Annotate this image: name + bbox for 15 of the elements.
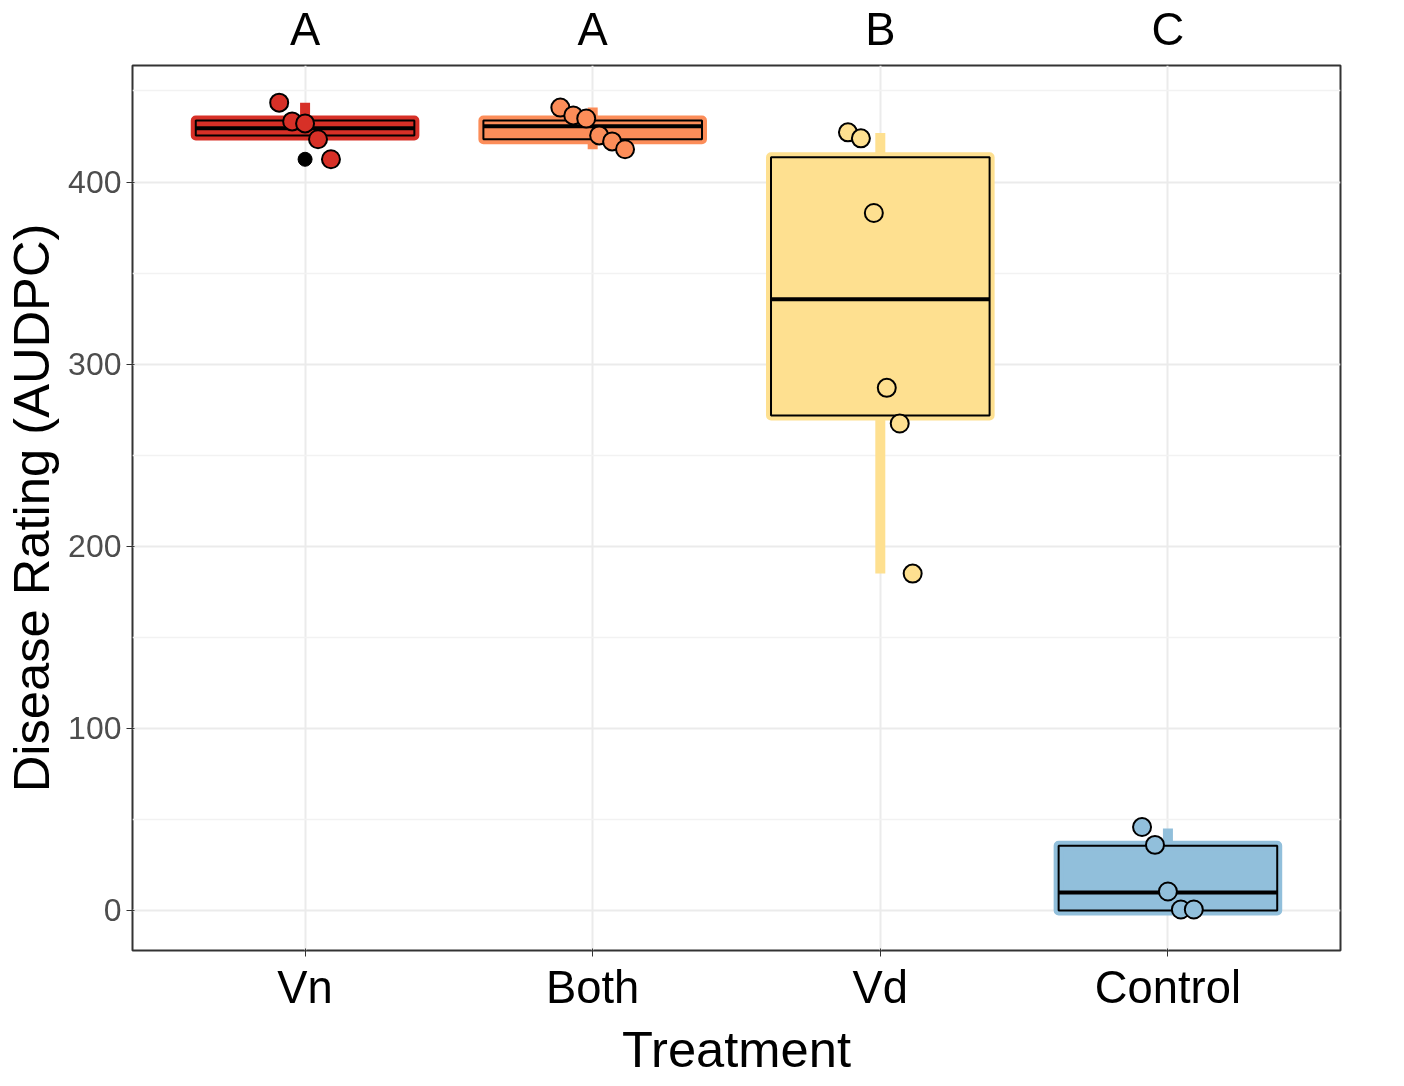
x-tick-label: Control (1094, 961, 1241, 1013)
y-tick-label: 200 (68, 528, 122, 565)
text: B (865, 3, 896, 55)
text: A (289, 3, 321, 55)
x-tick-label: Vn (277, 961, 333, 1013)
x-tick-label: Both (546, 961, 640, 1013)
y-axis-title: Disease Rating (AUDPC) (3, 223, 61, 793)
text: A (577, 3, 609, 55)
x-axis-title: Treatment (622, 1020, 851, 1078)
y-tick-label: 400 (68, 164, 122, 201)
text: C (1151, 3, 1185, 55)
x-tick-label: Vd (852, 961, 909, 1013)
y-tick-label: 100 (68, 710, 122, 747)
y-tick-label: 0 (103, 892, 122, 929)
y-tick-label: 300 (68, 346, 122, 383)
